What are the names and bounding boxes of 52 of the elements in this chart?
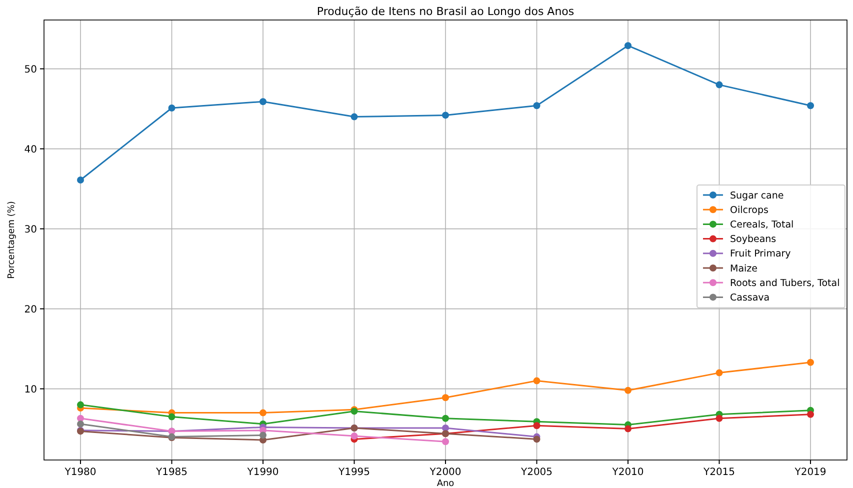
point bbox=[168, 413, 176, 420]
point bbox=[807, 410, 814, 418]
point bbox=[77, 176, 84, 184]
point bbox=[260, 98, 266, 106]
x-tick-label: Y1990 bbox=[246, 467, 279, 478]
legend-label: Cereals, Total bbox=[730, 220, 794, 231]
point bbox=[624, 42, 632, 50]
point bbox=[350, 113, 358, 120]
x-tick-label: Y2019 bbox=[794, 467, 826, 478]
point bbox=[716, 369, 723, 376]
point bbox=[260, 409, 266, 416]
y-tick-label: 50 bbox=[24, 64, 37, 76]
point bbox=[533, 422, 540, 430]
x-tick-label: Y2000 bbox=[428, 467, 462, 478]
point bbox=[442, 112, 449, 119]
legend-label: Sugar cane bbox=[730, 190, 784, 202]
y-tick-label: 40 bbox=[24, 144, 37, 156]
point bbox=[168, 104, 176, 112]
point bbox=[716, 81, 723, 88]
x-tick-label: Y1985 bbox=[154, 467, 188, 478]
point bbox=[77, 420, 84, 428]
point bbox=[442, 438, 449, 446]
legend-label: Cassava bbox=[730, 292, 770, 304]
x-tick-label: Y1995 bbox=[337, 467, 370, 478]
x-tick-label: Y1980 bbox=[64, 467, 96, 478]
point bbox=[442, 414, 449, 422]
legend-label: Oilcrops bbox=[730, 204, 769, 216]
x-tick-label: Y2005 bbox=[520, 467, 553, 478]
point bbox=[807, 102, 814, 110]
point bbox=[716, 414, 723, 422]
point bbox=[260, 432, 266, 439]
point bbox=[533, 102, 540, 110]
y-tick-label: 10 bbox=[24, 384, 37, 396]
point bbox=[807, 358, 814, 366]
y-tick-label: 20 bbox=[24, 304, 37, 316]
point bbox=[442, 394, 449, 402]
x-tick-label: Y2015 bbox=[702, 467, 736, 478]
x-tick-label: Y2010 bbox=[611, 467, 644, 478]
legend-label: Maize bbox=[730, 263, 758, 274]
chart-title: Produção de Itens no Brasil ao Longo dos Anos bbox=[316, 5, 574, 18]
point bbox=[533, 436, 540, 443]
point bbox=[533, 377, 540, 384]
y-axis-title: Porcentagem (%) bbox=[7, 201, 17, 279]
point bbox=[624, 386, 632, 394]
y-tick-label: 30 bbox=[24, 224, 37, 236]
legend-label: Soybeans bbox=[730, 234, 776, 246]
point bbox=[77, 401, 84, 408]
legend-label: Fruit Primary bbox=[730, 248, 792, 260]
point bbox=[624, 425, 632, 432]
point bbox=[350, 432, 358, 440]
x-axis-title: Ano bbox=[436, 479, 455, 488]
legend-label: Roots and Tubers, Total bbox=[730, 278, 840, 289]
